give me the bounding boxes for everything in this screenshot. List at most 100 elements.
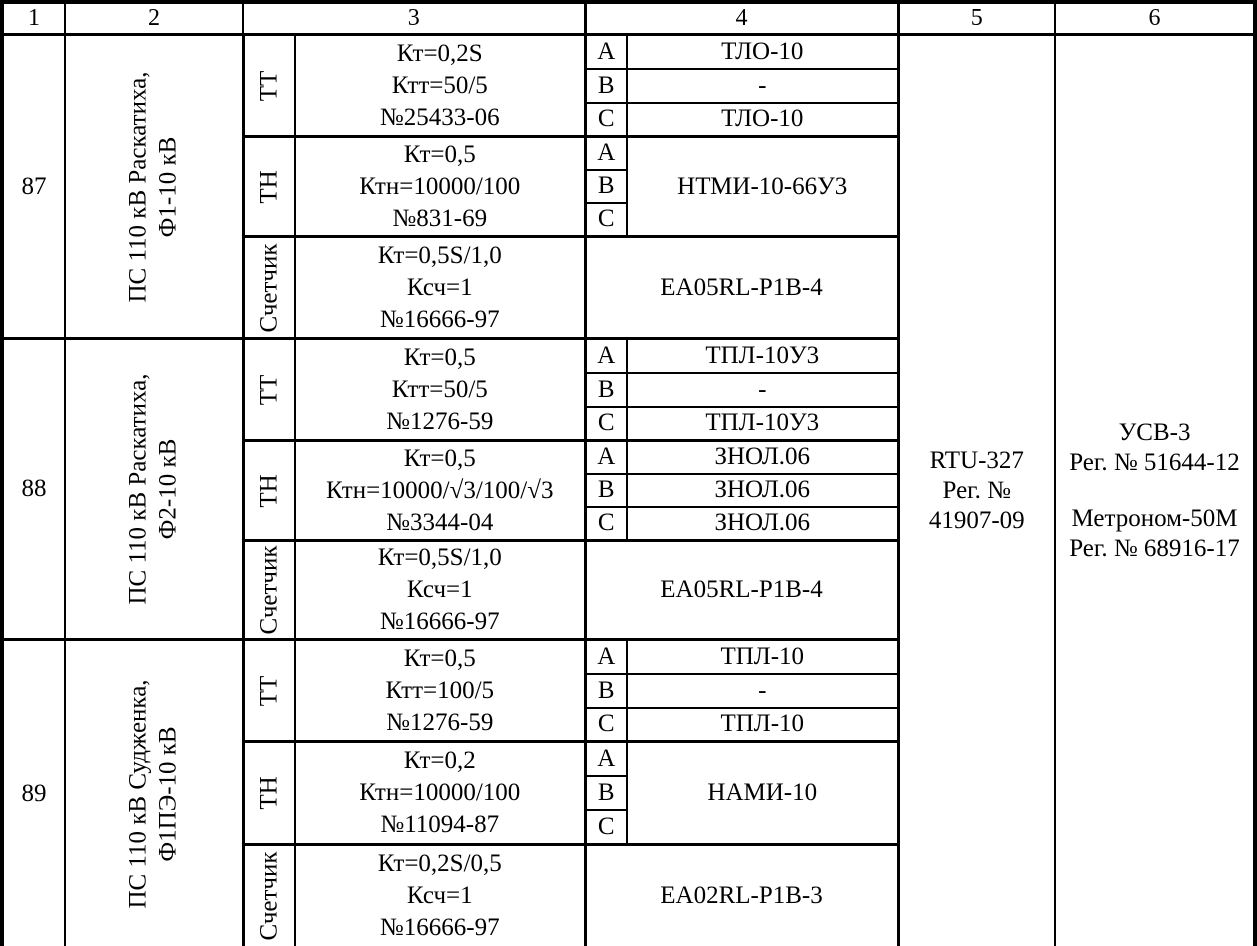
meter-model: EA02RL-P1B-3 [583, 843, 899, 946]
sync-line: Рег. № 68916-17 [1069, 535, 1240, 563]
station-name: ПС 110 кВ Судженка, Ф1ПЭ-10 кВ [124, 679, 184, 908]
tt-label: ТТ [255, 70, 283, 101]
tn-label: ТН [255, 473, 283, 508]
meter-model: EA05RL-P1B-4 [583, 235, 899, 340]
rtu-line: 41907-09 [928, 507, 1025, 535]
tn-params: Кт=0,5 Ктн=10000/100 №831-69 [294, 135, 586, 238]
param-line: Кт=0,2 [403, 747, 476, 774]
phase-label-a: A [583, 337, 628, 374]
param-line: №1276-59 [386, 407, 494, 435]
device-model: ЗНОЛ.06 [626, 439, 899, 475]
table-row: B - [2, 371, 1255, 408]
sync-device: УСВ-3 Рег. № 51644-12 [1057, 418, 1253, 478]
time-sync-cell: УСВ-3 Рег. № 51644-12 Метроном-50М Рег. … [1054, 33, 1256, 946]
row-number: 89 [1, 638, 66, 946]
col-header-5: 5 [896, 1, 1056, 36]
station-line: Ф1ПЭ-10 кВ [154, 726, 182, 862]
phase-label-a: A [583, 439, 628, 475]
table-row: C [2, 201, 1255, 238]
header-row: 1 2 3 4 5 6 [1, 1, 1256, 36]
rtu-line: Рег. № [942, 477, 1011, 505]
meter-model: EA05RL-P1B-4 [583, 539, 899, 641]
tt-label-cell: ТТ [241, 33, 296, 138]
meter-label-cell: Счетчик [241, 539, 296, 641]
tn-label-cell: ТН [241, 740, 296, 846]
col-header-3: 3 [242, 1, 586, 36]
table-row: C ТЛО-10 [2, 101, 1255, 138]
meter-label-cell: Счетчик [241, 235, 296, 340]
phase-label-c: C [583, 101, 628, 138]
row-number: 88 [1, 337, 66, 641]
tt-label-cell: ТТ [241, 337, 296, 442]
meter-label: Счетчик [255, 242, 283, 333]
meter-label: Счетчик [255, 545, 283, 635]
param-line: Ктт=50/5 [391, 71, 488, 99]
phase-label-c: C [583, 808, 628, 846]
col-header-2: 2 [64, 1, 244, 36]
table-row: ТН Кт=0,5 Ктн=10000/100 №831-69 A НТМИ-1… [2, 135, 1255, 238]
tt-label-cell: ТТ [241, 638, 296, 743]
device-model: НТМИ-10-66У3 [626, 135, 899, 238]
sync-line: Метроном-50М [1071, 505, 1238, 533]
device-model: ТПЛ-10У3 [626, 405, 899, 442]
table-row: 87 ПС 110 кВ Раскатиха, Ф1-10 кВ ТТ Кт=0… [1, 33, 1256, 946]
table-row: C ТПЛ-10У3 [2, 405, 1255, 442]
table-row: C ТПЛ-10 [2, 706, 1255, 743]
phase-label-c: C [583, 201, 628, 238]
param-line: Кт=0,5 [403, 444, 476, 472]
device-model: ТПЛ-10 [626, 706, 899, 743]
station-name: ПС 110 кВ Раскатиха, Ф2-10 кВ [124, 373, 184, 604]
table-row: ТН Кт=0,2 Ктн=10000/100 №11094-87 A НАМИ… [2, 740, 1255, 846]
tn-params: Кт=0,2 Ктн=10000/100 №11094-87 [294, 740, 586, 846]
table-row: B ЗНОЛ.06 [2, 472, 1255, 508]
param-line: Ктн=10000/100 [359, 779, 521, 806]
param-line: №25433-06 [379, 103, 500, 131]
table-row: Счетчик Кт=0,2S/0,5 Ксч=1 №16666-97 EA02… [2, 843, 1255, 946]
tt-params: Кт=0,5 Ктт=100/5 №1276-59 [294, 638, 586, 743]
row-number: 87 [1, 33, 66, 340]
station-name: ПС 110 кВ Раскатиха, Ф1-10 кВ [124, 71, 184, 302]
tn-label: ТН [255, 776, 283, 810]
table-row: C ЗНОЛ.06 [2, 505, 1255, 542]
sync-device: Метроном-50М Рег. № 68916-17 [1057, 504, 1253, 564]
table-row: Счетчик Кт=0,5S/1,0 Ксч=1 №16666-97 EA05… [2, 235, 1255, 340]
device-model: ТЛО-10 [626, 101, 899, 138]
param-line: №831-69 [392, 204, 488, 232]
station-name-cell: ПС 110 кВ Судженка, Ф1ПЭ-10 кВ [64, 638, 244, 946]
phase-label-c: C [583, 405, 628, 442]
device-model: ТПЛ-10 [626, 638, 899, 675]
param-line: Ктт=50/5 [391, 375, 488, 403]
param-line: Кт=0,5 [403, 140, 476, 168]
table-row: 88 ПС 110 кВ Раскатиха, Ф2-10 кВ ТТ Кт=0… [1, 337, 1255, 641]
phase-label-a: A [583, 33, 628, 70]
col-header-4: 4 [583, 1, 899, 36]
param-line: Кт=0,5 [403, 343, 476, 371]
param-line: Кт=0,2S/0,5 [377, 850, 502, 878]
station-line: Ф1-10 кВ [154, 136, 182, 237]
phase-label-c: C [583, 505, 628, 542]
param-line: Ктт=100/5 [385, 676, 495, 704]
phase-label-c: C [583, 706, 628, 743]
table-row: C [2, 808, 1255, 846]
param-line: Ктн=10000/100 [359, 172, 521, 200]
tn-label: ТН [255, 169, 283, 204]
tn-params: Кт=0,5 Ктн=10000/√3/100/√3 №3344-04 [294, 439, 586, 542]
col-header-1: 1 [1, 1, 66, 36]
device-model: - [626, 672, 899, 709]
table-row: 89 ПС 110 кВ Судженка, Ф1ПЭ-10 кВ ТТ Кт=… [1, 638, 1255, 946]
phase-label-b: B [583, 67, 628, 104]
phase-label-b: B [583, 371, 628, 408]
device-model: - [626, 67, 899, 104]
phase-label-b: B [583, 672, 628, 709]
param-line: Кт=0,5S/1,0 [377, 241, 502, 269]
tt-params: Кт=0,5 Ктт=50/5 №1276-59 [294, 337, 586, 442]
table-row: B [2, 774, 1255, 811]
station-name-cell: ПС 110 кВ Раскатиха, Ф2-10 кВ [64, 337, 244, 641]
station-line: ПС 110 кВ Раскатиха, [124, 373, 152, 605]
rtu-cell: RTU-327 Рег. № 41907-09 [896, 33, 1056, 946]
phase-label-a: A [583, 740, 628, 777]
param-line: Ктн=10000/√3/100/√3 [326, 476, 554, 504]
param-line: Ксч=1 [406, 882, 473, 910]
device-model: - [626, 371, 899, 408]
